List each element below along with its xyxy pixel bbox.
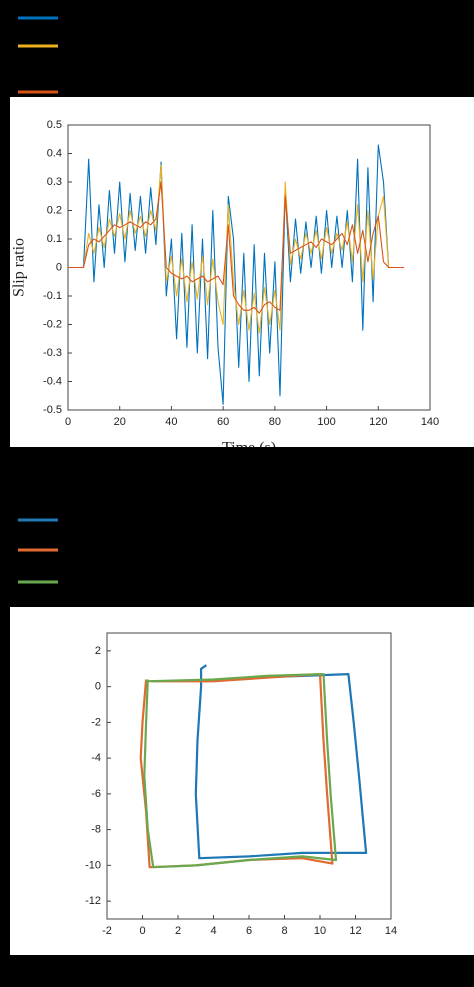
y-tick-label: 2	[95, 645, 101, 657]
y-tick-label: 0.4	[47, 147, 62, 159]
x-tick-label: 12	[349, 925, 361, 937]
y-tick-label: 0	[95, 681, 101, 693]
series-line	[143, 673, 338, 869]
x-tick-label: 10	[314, 925, 326, 937]
x-tick-label: 0	[139, 925, 145, 937]
x-tick-label: 120	[369, 416, 387, 428]
y-tick-label: -10	[85, 859, 101, 871]
x-tick-label: 14	[385, 925, 397, 937]
x-tick-label: 4	[210, 925, 216, 937]
y-tick-label: -0.4	[43, 375, 62, 387]
x-tick-label: 100	[317, 416, 335, 428]
y-tick-label: 0.5	[47, 119, 62, 131]
y-tick-label: -0.1	[43, 290, 62, 302]
y-tick-label: 0.1	[47, 233, 62, 245]
y-tick-label: -0.2	[43, 318, 62, 330]
y-axis-label: Slip ratio	[11, 238, 28, 297]
x-tick-label: 40	[165, 416, 177, 428]
panel-edge	[0, 447, 474, 459]
series-line	[68, 164, 405, 334]
x-tick-label: -2	[102, 925, 112, 937]
y-tick-label: 0	[56, 261, 62, 273]
panel	[10, 97, 474, 447]
series-line	[68, 181, 405, 314]
x-tick-label: 60	[217, 416, 229, 428]
y-tick-label: 0.3	[47, 176, 62, 188]
x-tick-label: 6	[246, 925, 252, 937]
y-tick-label: -6	[91, 788, 101, 800]
x-tick-label: 140	[421, 416, 439, 428]
y-tick-label: -12	[85, 895, 101, 907]
charts: -0.5-0.4-0.3-0.2-0.100.10.20.30.40.50 20 4…	[0, 16, 474, 937]
y-tick-label: 0.2	[47, 204, 62, 216]
y-tick-label: -2	[91, 716, 101, 728]
x-tick-label: 20	[114, 416, 126, 428]
y-tick-label: -0.3	[43, 347, 62, 359]
y-tick-label: -0.5	[43, 404, 62, 416]
x-tick-label: 0	[65, 416, 71, 428]
x-tick-label: 8	[281, 925, 287, 937]
x-tick-label: 80	[269, 416, 281, 428]
series-line	[139, 673, 334, 869]
y-tick-label: -4	[91, 752, 101, 764]
x-tick-label: 2	[175, 925, 181, 937]
y-tick-label: -8	[91, 824, 101, 836]
panel	[10, 607, 474, 955]
